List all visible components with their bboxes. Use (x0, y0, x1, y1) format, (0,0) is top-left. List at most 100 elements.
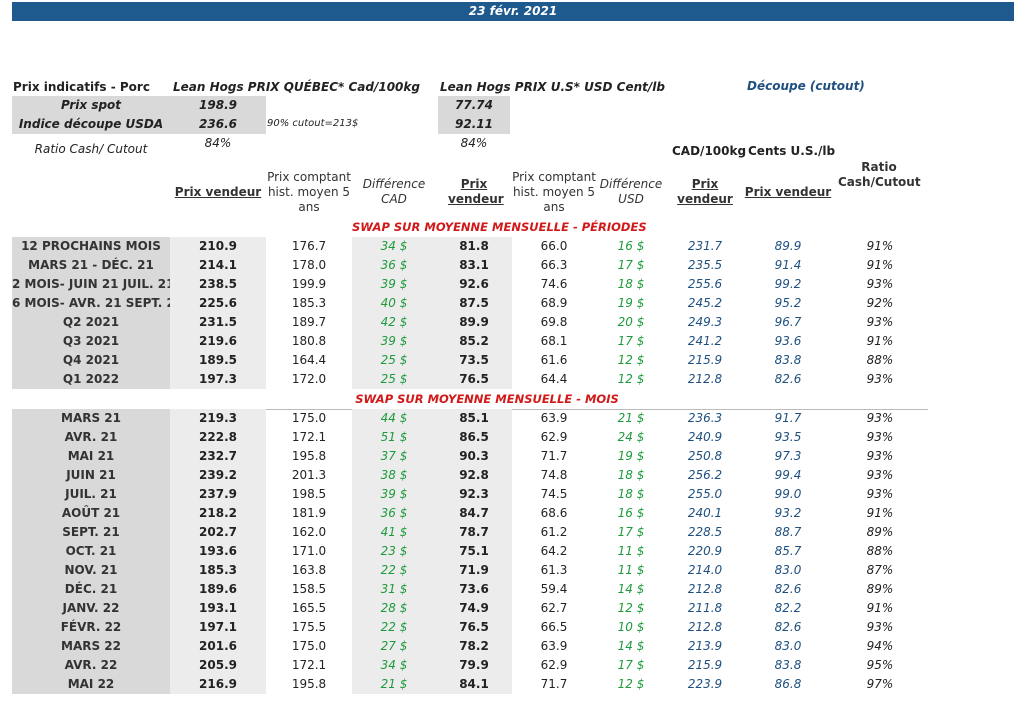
cell-uc: 83.1 (436, 256, 512, 275)
usda-qc-value: 236.6 (170, 115, 266, 134)
cell-uc: 76.5 (436, 370, 512, 389)
cell-ud: 20 $ (617, 315, 645, 329)
cell-qc: 237.9 (170, 485, 266, 504)
cell-qc: 189.6 (170, 580, 266, 599)
cell-qc: 201.6 (170, 637, 266, 656)
table-row: FÉVR. 22 197.1 175.5 22 $76.5 66.5 10 $ 212.8 8… (0, 618, 1024, 637)
cell-cad: 256.2 (687, 468, 723, 482)
cell-cents: 96.7 (774, 315, 802, 329)
cell-uh: 68.1 (540, 334, 568, 348)
cell-label: 6 MOIS- AVR. 21 SEPT. 21 (12, 294, 183, 313)
cell-cad: 215.9 (687, 658, 723, 672)
cell-uh: 71.7 (540, 449, 568, 463)
cell-cad: 212.8 (687, 372, 723, 386)
usda-note: 90% cutout=213$ (267, 118, 359, 129)
cell-cents: 82.6 (774, 620, 802, 634)
col-prix-comptant-qc: Prix comptant hist. moyen 5 ans (267, 170, 351, 214)
cell-ratio: 93% (866, 430, 894, 444)
cell-label: Q1 2022 (12, 370, 170, 389)
cell-qh: 199.9 (291, 277, 327, 291)
cell-ud: 17 $ (617, 525, 645, 539)
cell-ud: 21 $ (617, 411, 645, 425)
cell-label: SEPT. 21 (12, 523, 170, 542)
cell-uc: 90.3 (436, 447, 512, 466)
cell-qd: 41 $ (352, 523, 436, 542)
cell-qh: 198.5 (291, 487, 327, 501)
col-prix-comptant-us: Prix comptant hist. moyen 5 ans (512, 170, 596, 214)
cell-uh: 61.6 (540, 353, 568, 367)
cell-qd: 34 $ (352, 237, 436, 256)
cell-qh: 185.3 (291, 296, 327, 310)
cell-uc: 78.7 (436, 523, 512, 542)
cell-cents: 99.4 (774, 468, 802, 482)
cell-ud: 12 $ (617, 601, 645, 615)
cell-qd: 22 $ (352, 618, 436, 637)
us-header: Lean Hogs PRIX U.S* USD Cent/lb (440, 80, 665, 94)
table-row: AVR. 22 205.9 172.1 34 $79.9 62.9 17 $ 215.9 83… (0, 656, 1024, 675)
col-cad-prix: Prix vendeur (677, 177, 733, 206)
cell-ud: 19 $ (617, 296, 645, 310)
table-row: DÉC. 21 189.6 158.5 31 $73.6 59.4 14 $ 212.8 82… (0, 580, 1024, 599)
cell-qd: 36 $ (352, 504, 436, 523)
table-row: 6 MOIS- AVR. 21 SEPT. 21 225.6 185.3 40 $87… (0, 294, 1024, 313)
cell-cents: 85.7 (774, 544, 802, 558)
cell-qd: 42 $ (352, 313, 436, 332)
cell-cad: 255.0 (687, 487, 723, 501)
cell-qd: 39 $ (352, 332, 436, 351)
ratio-us-value: 84% (460, 136, 488, 150)
table-row: AVR. 21 222.8 172.1 51 $86.5 62.9 24 $ 240.9 93… (0, 428, 1024, 447)
cell-label: AVR. 22 (12, 656, 170, 675)
spot-us-value: 77.74 (438, 96, 510, 115)
col-ratio: Ratio Cash/Cutout (838, 160, 921, 189)
cell-cad: 212.8 (687, 582, 723, 596)
cell-ud: 18 $ (617, 468, 645, 482)
cell-uh: 74.8 (540, 468, 568, 482)
table-row: Q3 2021 219.6 180.8 39 $85.2 68.1 17 $ 241.2 93… (0, 332, 1024, 351)
table-row: MARS 22 201.6 175.0 27 $78.2 63.9 14 $ 213.9 83… (0, 637, 1024, 656)
cell-cad: 220.9 (687, 544, 723, 558)
cutout-header: Découpe (cutout) (747, 79, 865, 93)
cell-cad: 241.2 (687, 334, 723, 348)
cell-qh: 201.3 (291, 468, 327, 482)
cell-label: Q2 2021 (12, 313, 170, 332)
info-title: Prix indicatifs - Porc (13, 80, 150, 94)
spot-label: Prix spot (12, 96, 170, 115)
cell-label: MAI 21 (12, 447, 170, 466)
cell-qd: 21 $ (352, 675, 436, 694)
cell-cents: 83.0 (774, 639, 802, 653)
cell-qc: 238.5 (170, 275, 266, 294)
cell-qh: 162.0 (291, 525, 327, 539)
cell-qc: 219.6 (170, 332, 266, 351)
cell-uc: 92.6 (436, 275, 512, 294)
cell-qd: 40 $ (352, 294, 436, 313)
cell-cents: 99.0 (774, 487, 802, 501)
table-row: 12 PROCHAINS MOIS 210.9 176.7 34 $81.8 66.0 1… (0, 237, 1024, 256)
cell-uc: 87.5 (436, 294, 512, 313)
col-diff-usd: Différence USD (599, 177, 663, 206)
cell-qh: 180.8 (291, 334, 327, 348)
usda-label: Indice découpe USDA (12, 115, 170, 134)
cell-qh: 172.1 (291, 430, 327, 444)
cell-qc: 222.8 (170, 428, 266, 447)
cell-qd: 25 $ (352, 370, 436, 389)
usda-us-value: 92.11 (438, 115, 510, 134)
cell-label: OCT. 21 (12, 542, 170, 561)
cell-cents: 93.6 (774, 334, 802, 348)
cell-qd: 39 $ (352, 275, 436, 294)
cell-qd: 37 $ (352, 447, 436, 466)
cell-label: Q3 2021 (12, 332, 170, 351)
cell-qh: 165.5 (291, 601, 327, 615)
cell-ud: 10 $ (617, 620, 645, 634)
cell-label: MARS 21 (12, 409, 170, 428)
cell-qh: 176.7 (291, 239, 327, 253)
cell-ratio: 97% (866, 677, 894, 691)
cell-qh: 195.8 (291, 677, 327, 691)
cell-ratio: 91% (866, 601, 894, 615)
cell-ud: 11 $ (617, 544, 645, 558)
section-months: SWAP SUR MOYENNE MENSUELLE - MOIS (355, 392, 619, 406)
cell-cad: 245.2 (687, 296, 723, 310)
cell-cad: 231.7 (687, 239, 723, 253)
cell-uh: 68.6 (540, 506, 568, 520)
table-row: MAI 22 216.9 195.8 21 $84.1 71.7 12 $ 223.9 86.… (0, 675, 1024, 694)
cell-uc: 85.2 (436, 332, 512, 351)
